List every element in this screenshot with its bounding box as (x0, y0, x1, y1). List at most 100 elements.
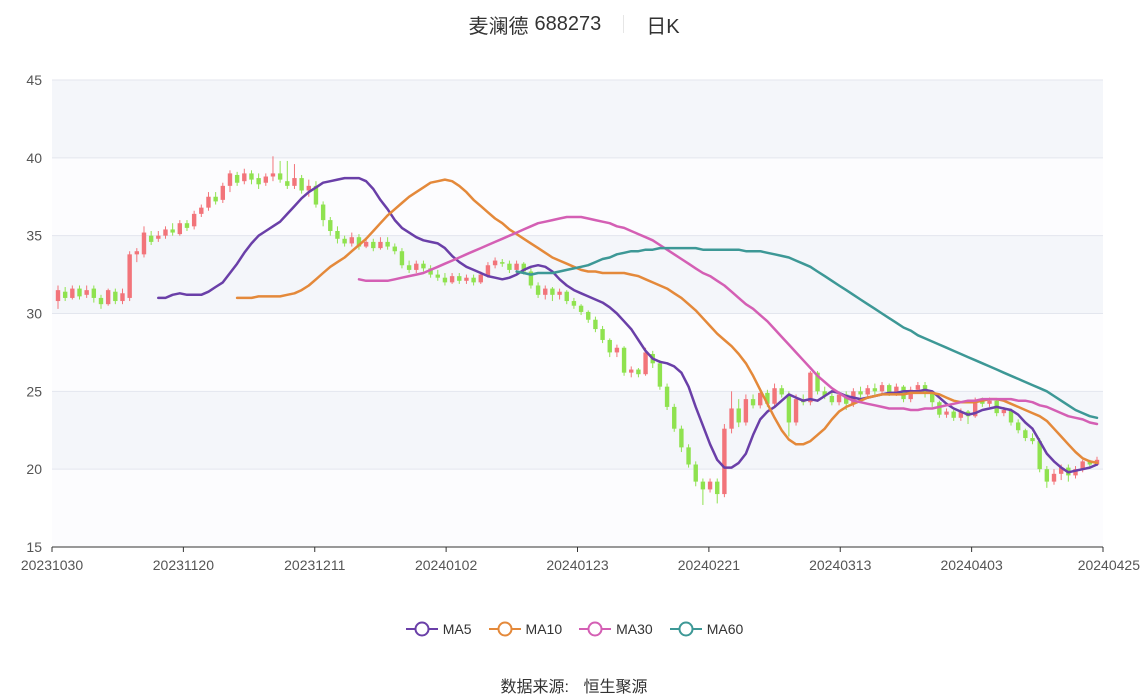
candle (113, 288, 118, 305)
x-tick-label: 20240221 (678, 557, 741, 573)
candle (406, 260, 412, 274)
candle (464, 274, 469, 284)
legend-item-ma30[interactable]: MA30 (578, 620, 653, 638)
candle (206, 192, 211, 211)
candle (421, 260, 426, 272)
candle (371, 238, 376, 252)
candle (156, 230, 161, 242)
candle (277, 160, 283, 183)
candle (1073, 466, 1078, 479)
background-bands (52, 80, 1103, 547)
candle (500, 259, 505, 267)
candle (170, 223, 175, 236)
candle (292, 164, 297, 189)
grid-band (52, 80, 1103, 158)
candle (335, 226, 340, 244)
candle (184, 220, 190, 231)
y-tick-label: 25 (26, 383, 42, 399)
candle (1015, 419, 1021, 434)
moving-average-lines (157, 176, 1099, 474)
x-tick-label: 20240425 (1078, 557, 1141, 573)
candle (829, 392, 835, 406)
series-line-ma30 (357, 215, 1099, 426)
candle (793, 394, 799, 426)
candle (664, 383, 670, 411)
legend-item-ma10[interactable]: MA10 (488, 620, 563, 638)
candle (528, 268, 534, 289)
legend-item-ma60[interactable]: MA60 (669, 620, 744, 638)
x-tick-label: 20240313 (809, 557, 872, 573)
candle (127, 251, 132, 302)
candle (148, 230, 154, 246)
candle (607, 338, 612, 358)
candle (1044, 466, 1050, 488)
candle (320, 201, 326, 227)
legend-label: MA10 (525, 621, 563, 637)
candle (213, 192, 218, 205)
candle (471, 274, 476, 286)
stock-name: 麦澜德 (468, 15, 529, 38)
candle (707, 478, 713, 493)
candle (349, 232, 354, 247)
legend-label: MA60 (706, 621, 744, 637)
candle (256, 173, 261, 189)
candle (786, 391, 792, 437)
candle (163, 226, 168, 239)
candle (908, 386, 913, 403)
y-tick-label: 40 (26, 150, 42, 166)
candle (199, 204, 204, 217)
candle (1030, 433, 1035, 445)
grid-band (52, 391, 1103, 470)
series-line-ma10 (235, 178, 1099, 465)
y-tick-label: 15 (26, 539, 42, 555)
candle (98, 294, 104, 309)
grid-band (52, 157, 1103, 236)
legend-item-ma5[interactable]: MA5 (405, 620, 472, 638)
x-tick-label: 20231211 (284, 557, 345, 573)
candle (564, 290, 569, 305)
candle (593, 316, 598, 333)
legend-marker-icon (488, 621, 521, 637)
candle (614, 344, 620, 358)
candle (442, 273, 448, 286)
candle (356, 234, 362, 250)
legend-marker-icon (405, 621, 438, 637)
candle (736, 399, 741, 428)
candle (543, 285, 548, 300)
legend-label: MA30 (616, 621, 653, 637)
candle (263, 173, 268, 186)
candle (686, 444, 691, 468)
candle (242, 168, 247, 185)
data-source: 数据来源: 恒生聚源 (0, 673, 1148, 697)
candle (385, 237, 390, 250)
candle (1037, 438, 1042, 473)
candle (679, 425, 684, 453)
candle (234, 171, 240, 186)
candle (342, 235, 347, 247)
candle (600, 325, 605, 344)
candle (378, 237, 383, 250)
candle (1023, 428, 1028, 442)
candle (571, 297, 577, 309)
candle (1051, 469, 1057, 485)
stock-code: 688273 (534, 12, 602, 35)
candle (944, 408, 949, 418)
grid-band (52, 313, 1103, 392)
candle (557, 288, 562, 300)
period-label: 日K (646, 15, 680, 38)
x-tick-label: 20231030 (21, 557, 84, 573)
candle (435, 269, 440, 281)
candle (629, 366, 634, 378)
candle (750, 394, 756, 409)
candle (91, 285, 97, 303)
candle (227, 170, 233, 193)
candle (672, 403, 677, 432)
candle (399, 248, 405, 269)
y-tick-label: 20 (26, 461, 42, 477)
candle (715, 478, 720, 504)
chart-title: 麦澜德 688273 日K (0, 10, 1148, 38)
candle (414, 260, 419, 274)
candle (858, 386, 863, 398)
source-label: 数据来源: (500, 679, 569, 696)
